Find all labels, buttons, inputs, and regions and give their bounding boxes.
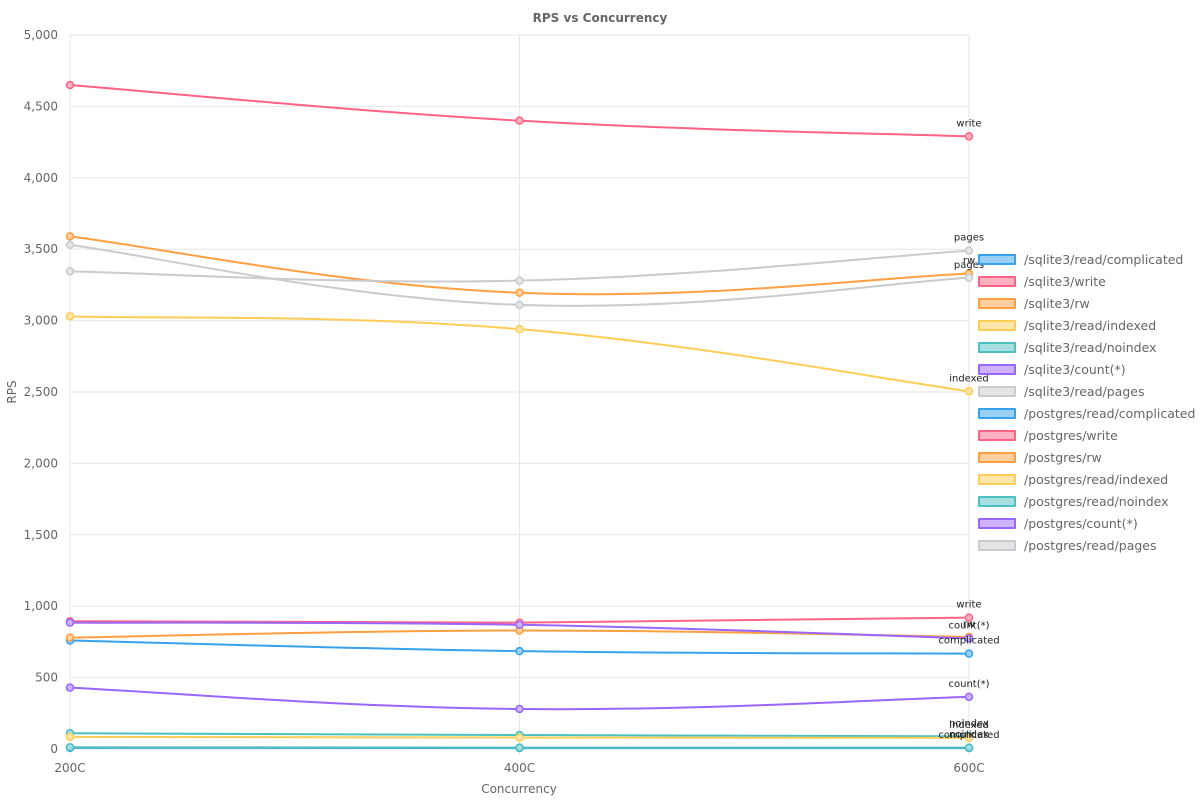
legend-item[interactable]: /postgres/read/complicated [978, 402, 1195, 424]
legend-label: /postgres/write [1024, 428, 1118, 443]
data-point [516, 706, 523, 713]
legend-swatch [978, 342, 1016, 353]
legend: /sqlite3/read/complicated/sqlite3/write /… [978, 248, 1195, 556]
legend-swatch [978, 540, 1016, 551]
data-point [67, 81, 74, 88]
data-point [516, 301, 523, 308]
data-point [516, 744, 523, 751]
data-point [966, 247, 973, 254]
legend-item[interactable]: /sqlite3/rw [978, 292, 1195, 314]
x-tick-label: 600C [953, 761, 984, 775]
axis-ticks: 0 500 1,000 1,500 2,000 2,500 3,000 3,500 4,000 4… [24, 28, 985, 775]
legend-label: /sqlite3/read/complicated [1024, 252, 1183, 267]
data-point [67, 634, 74, 641]
y-tick-label: 3,500 [24, 242, 58, 256]
legend-item[interactable]: /sqlite3/read/complicated [978, 248, 1195, 270]
legend-label: /sqlite3/count(*) [1024, 362, 1126, 377]
legend-swatch [978, 386, 1016, 397]
legend-swatch [978, 276, 1016, 287]
legend-swatch [978, 364, 1016, 375]
chart-title: RPS vs Concurrency [533, 11, 668, 25]
data-point [67, 268, 74, 275]
y-tick-label: 1,000 [24, 599, 58, 613]
data-point [966, 650, 973, 657]
legend-label: /postgres/count(*) [1024, 516, 1138, 531]
y-tick-label: 4,500 [24, 99, 58, 113]
data-point [67, 684, 74, 691]
data-point [516, 117, 523, 124]
legend-item[interactable]: /sqlite3/read/noindex [978, 336, 1195, 358]
data-point [966, 744, 973, 751]
legend-swatch [978, 430, 1016, 441]
series-end-label: pages [954, 233, 984, 244]
y-tick-label: 2,500 [24, 385, 58, 399]
legend-label: /sqlite3/write [1024, 274, 1106, 289]
series-end-label: write [956, 118, 981, 129]
legend-label: /postgres/read/indexed [1024, 472, 1168, 487]
x-axis-title: Concurrency [481, 782, 557, 796]
legend-swatch [978, 298, 1016, 309]
legend-label: /sqlite3/rw [1024, 296, 1090, 311]
legend-item[interactable]: /postgres/write [978, 424, 1195, 446]
legend-item[interactable]: /sqlite3/count(*) [978, 358, 1195, 380]
data-point [516, 289, 523, 296]
legend-swatch [978, 254, 1016, 265]
series-end-label: count(*) [948, 620, 989, 631]
legend-item[interactable]: /sqlite3/write [978, 270, 1195, 292]
series-end-label: noindex [949, 730, 989, 741]
legend-label: /sqlite3/read/pages [1024, 384, 1144, 399]
y-tick-label: 4,000 [24, 171, 58, 185]
legend-swatch [978, 408, 1016, 419]
data-point [516, 277, 523, 284]
legend-swatch [978, 496, 1016, 507]
y-tick-label: 500 [35, 671, 58, 685]
legend-item[interactable]: /sqlite3/read/indexed [978, 314, 1195, 336]
data-point [966, 133, 973, 140]
legend-label: /postgres/read/pages [1024, 538, 1157, 553]
legend-swatch [978, 518, 1016, 529]
legend-item[interactable]: /sqlite3/read/pages [978, 380, 1195, 402]
legend-label: /postgres/read/noindex [1024, 494, 1169, 509]
y-tick-label: 2,000 [24, 456, 58, 470]
series-end-label: complicated [938, 636, 999, 647]
data-point [67, 233, 74, 240]
data-point [966, 388, 973, 395]
y-axis-title: RPS [5, 380, 19, 403]
legend-item[interactable]: /postgres/read/pages [978, 534, 1195, 556]
data-point [516, 734, 523, 741]
x-tick-label: 200C [54, 761, 85, 775]
legend-label: /sqlite3/read/noindex [1024, 340, 1157, 355]
legend-item[interactable]: /postgres/rw [978, 446, 1195, 468]
legend-label: /postgres/rw [1024, 450, 1102, 465]
data-point [516, 648, 523, 655]
series-end-label: write [956, 600, 981, 611]
legend-swatch [978, 452, 1016, 463]
legend-swatch [978, 474, 1016, 485]
data-point [67, 241, 74, 248]
legend-item[interactable]: /postgres/read/noindex [978, 490, 1195, 512]
y-tick-label: 5,000 [24, 28, 58, 42]
legend-label: /postgres/read/complicated [1024, 406, 1195, 421]
data-point [516, 621, 523, 628]
legend-item[interactable]: /postgres/read/indexed [978, 468, 1195, 490]
data-point [67, 619, 74, 626]
y-tick-label: 0 [50, 742, 58, 756]
series-end-label: count(*) [948, 679, 989, 690]
legend-label: /sqlite3/read/indexed [1024, 318, 1156, 333]
data-point [67, 744, 74, 751]
data-point [67, 733, 74, 740]
data-point [516, 326, 523, 333]
series [67, 744, 973, 751]
data-point [966, 274, 973, 281]
data-point [966, 693, 973, 700]
x-tick-label: 400C [504, 761, 535, 775]
data-point [67, 313, 74, 320]
legend-item[interactable]: /postgres/count(*) [978, 512, 1195, 534]
y-tick-label: 3,000 [24, 314, 58, 328]
legend-swatch [978, 320, 1016, 331]
y-tick-label: 1,500 [24, 528, 58, 542]
